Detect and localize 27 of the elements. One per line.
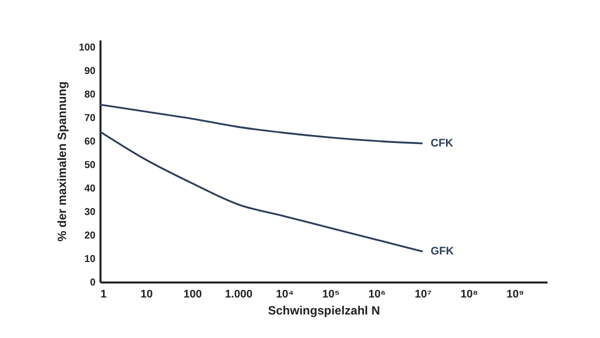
line-series bbox=[99, 104, 424, 144]
y-tick-label: 0 bbox=[90, 278, 96, 288]
y-tick-label: 10 bbox=[84, 254, 96, 266]
y-tick-label: 50 bbox=[84, 160, 96, 172]
x-tick-label: 10⁹ bbox=[506, 288, 524, 300]
series-label: GFK bbox=[430, 245, 454, 258]
x-tick-label: 1.000 bbox=[224, 288, 253, 300]
y-tick-label: 40 bbox=[84, 184, 96, 195]
x-tick-label: 100 bbox=[183, 288, 202, 300]
x-tick-label: 10⁵ bbox=[322, 288, 340, 300]
x-tick-label: 10 bbox=[140, 288, 153, 300]
y-tick-label: 80 bbox=[84, 90, 96, 101]
x-tick-label: 10⁷ bbox=[414, 288, 432, 300]
y-tick-label: 100 bbox=[78, 42, 96, 54]
y-tick-label: 90 bbox=[84, 66, 96, 78]
x-tick-label: 1 bbox=[100, 288, 107, 300]
x-tick-label: 10⁶ bbox=[368, 288, 386, 300]
line-series bbox=[99, 130, 424, 252]
y-tick-label: 20 bbox=[84, 230, 96, 242]
x-tick-label: 10⁴ bbox=[276, 288, 294, 300]
series-label: CFK bbox=[430, 137, 454, 150]
y-tick-label: 30 bbox=[84, 207, 96, 218]
y-tick-label: 60 bbox=[84, 136, 96, 148]
x-axis-title: Schwingspielzahl N bbox=[268, 304, 380, 318]
x-tick-label: 10⁸ bbox=[460, 288, 478, 300]
y-axis-title: % der maximalen Spannung bbox=[54, 81, 69, 242]
y-tick-label: 70 bbox=[84, 113, 96, 124]
